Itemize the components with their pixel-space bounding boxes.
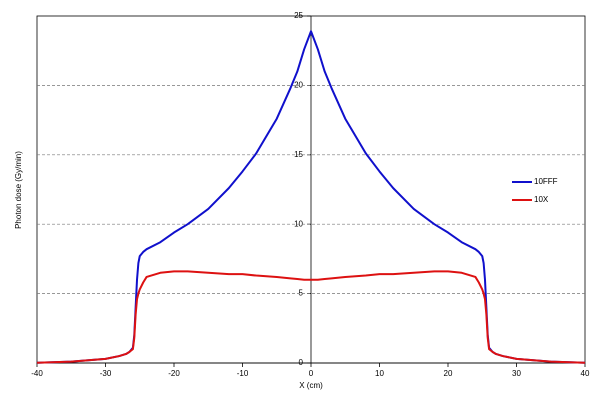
data-line xyxy=(36,270,586,364)
x-tick-label: 10 xyxy=(375,369,384,378)
y-tick-label: 10 xyxy=(294,219,303,228)
x-tick-label: -10 xyxy=(237,369,249,378)
legend-label: 10FFF xyxy=(534,177,558,186)
y-tick-label: 20 xyxy=(294,81,303,90)
y-axis-label: Photon dose (Gy/min) xyxy=(14,151,23,229)
x-tick-label: -20 xyxy=(168,369,180,378)
x-tick-label: 0 xyxy=(309,369,314,378)
y-tick-label: 5 xyxy=(299,289,304,298)
x-axis-label: X (cm) xyxy=(299,381,323,390)
x-tick-label: -30 xyxy=(100,369,112,378)
data-line xyxy=(36,30,586,364)
x-tick-label: -40 xyxy=(31,369,43,378)
x-tick-label: 40 xyxy=(581,369,590,378)
y-tick-label: 25 xyxy=(294,11,303,20)
y-tick-label: 15 xyxy=(294,150,303,159)
x-tick-label: 20 xyxy=(444,369,453,378)
x-tick-label: 30 xyxy=(512,369,521,378)
legend-label: 10X xyxy=(534,195,549,204)
